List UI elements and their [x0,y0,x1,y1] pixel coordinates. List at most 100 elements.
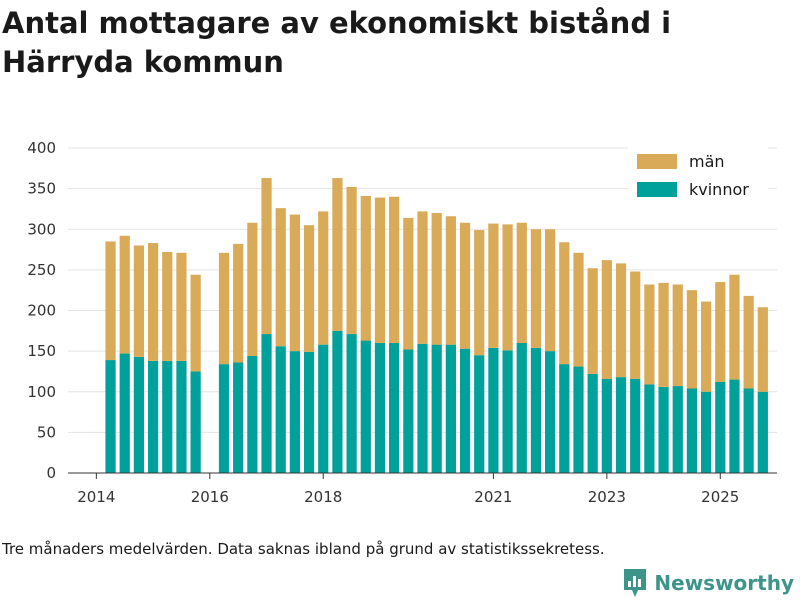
bar-män-2017-Q2 [289,214,300,352]
bar-kvinnor-2021-Q4 [545,351,556,474]
bar-män-2016-Q1 [218,252,230,365]
footnote: Tre månaders medelvärden. Data saknas ib… [2,540,605,558]
bar-kvinnor-2016-Q3 [247,356,258,473]
bar-män-2019-Q3 [417,211,428,344]
bar-kvinnor-2023-Q2 [630,378,641,473]
bar-män-2023-Q2 [630,271,641,379]
bar-kvinnor-2024-Q4 [715,382,726,473]
bar-män-2014-Q2 [105,241,116,361]
bar-män-2016-Q2 [233,243,244,363]
bar-kvinnor-2021-Q3 [530,347,542,474]
bar-kvinnor-2023-Q1 [615,377,627,474]
bar-kvinnor-2016-Q2 [233,362,244,473]
bar-män-2018-Q1 [332,178,343,331]
y-tick-label: 150 [27,342,56,360]
bar-kvinnor-2017-Q2 [289,351,300,474]
bar-män-2016-Q3 [247,222,258,356]
bar-män-2014-Q4 [133,245,145,357]
bar-kvinnor-2018-Q1 [332,330,343,473]
bar-män-2015-Q1 [147,243,159,361]
bar-män-2017-Q4 [318,211,329,345]
bar-män-2022-Q3 [587,268,598,374]
bar-kvinnor-2020-Q2 [459,348,471,473]
bar-män-2015-Q2 [162,252,173,361]
bar-män-2017-Q3 [303,225,315,352]
y-tick-label: 50 [37,423,56,441]
bar-män-2015-Q4 [190,274,201,372]
bar-män-2016-Q4 [261,178,272,335]
bar-män-2024-Q4 [715,282,726,382]
bar-kvinnor-2019-Q3 [417,343,428,473]
bar-kvinnor-2024-Q2 [686,388,698,473]
bar-kvinnor-2015-Q4 [190,371,201,473]
bar-män-2018-Q2 [346,187,357,335]
bar-män-2023-Q3 [644,284,655,385]
x-tick-label: 2018 [304,488,342,506]
legend-swatch-kvinnor [637,182,677,197]
bar-män-2020-Q1 [445,216,456,345]
bar-män-2019-Q4 [431,213,442,345]
y-tick-label: 250 [27,261,56,279]
brand-logo[interactable]: Newsworthy [622,568,794,598]
x-tick-label: 2014 [77,488,115,506]
bar-kvinnor-2020-Q4 [488,347,499,474]
bar-kvinnor-2016-Q1 [218,364,230,474]
bar-kvinnor-2025-Q1 [729,379,740,473]
bar-kvinnor-2021-Q1 [502,350,513,473]
bar-kvinnor-2020-Q1 [445,344,456,474]
bar-män-2022-Q2 [573,252,584,367]
bar-män-2014-Q3 [119,235,130,354]
bar-kvinnor-2022-Q2 [573,366,584,473]
bar-kvinnor-2018-Q2 [346,334,357,473]
y-tick-label: 200 [27,302,56,320]
bar-kvinnor-2022-Q4 [601,378,612,473]
bar-kvinnor-2014-Q4 [133,356,145,473]
bar-kvinnor-2015-Q2 [162,360,173,474]
bar-kvinnor-2017-Q1 [275,346,286,473]
legend: män kvinnor [628,146,768,206]
bar-män-2025-Q1 [729,274,740,380]
bar-kvinnor-2014-Q2 [105,360,116,473]
legend-label-kvinnor: kvinnor [689,180,749,199]
x-tick-label: 2016 [191,488,229,506]
bar-kvinnor-2015-Q1 [147,360,159,474]
bar-män-2021-Q3 [530,229,542,348]
bar-män-2024-Q1 [672,284,683,387]
bar-män-2018-Q3 [360,195,371,341]
bar-män-2021-Q1 [502,224,513,351]
bar-män-2025-Q2 [743,295,754,389]
legend-label-män: män [689,152,725,171]
bar-män-2020-Q4 [488,223,499,348]
bar-män-2020-Q3 [474,230,485,356]
bar-series [105,178,768,474]
y-tick-label: 400 [27,139,56,157]
bar-män-2025-Q3 [757,307,768,392]
bar-kvinnor-2025-Q3 [757,391,768,473]
bar-kvinnor-2022-Q1 [559,364,570,474]
bar-män-2021-Q2 [516,222,527,343]
brand-name: Newsworthy [654,571,794,595]
bar-kvinnor-2017-Q3 [303,351,315,473]
bar-kvinnor-2018-Q3 [360,340,371,473]
stacked-bar-chart: 0 50 100 150 200 250 300 350 400 2014 2016 2018 202… [27,139,777,506]
bar-män-2019-Q1 [389,196,400,343]
x-tick-label: 2021 [474,488,512,506]
bar-män-2019-Q2 [403,217,414,350]
y-tick-label: 350 [27,180,56,198]
bar-män-2021-Q4 [545,229,556,352]
bar-kvinnor-2019-Q4 [431,344,442,474]
x-tick-label: 2025 [701,488,739,506]
bar-kvinnor-2023-Q3 [644,384,655,473]
y-tick-label: 0 [46,464,56,482]
legend-swatch-män [637,154,677,169]
bar-män-2023-Q1 [615,263,627,378]
bar-kvinnor-2020-Q3 [474,355,485,473]
bar-kvinnor-2015-Q3 [176,360,187,474]
y-tick-label: 100 [27,383,56,401]
bar-kvinnor-2016-Q4 [261,334,272,473]
bar-kvinnor-2025-Q2 [743,388,754,473]
chart-title: Antal mottagare av ekonomiskt bistånd i … [2,6,672,79]
bar-kvinnor-2019-Q2 [403,349,414,473]
bar-män-2024-Q2 [686,290,698,389]
bar-män-2022-Q4 [601,260,612,379]
